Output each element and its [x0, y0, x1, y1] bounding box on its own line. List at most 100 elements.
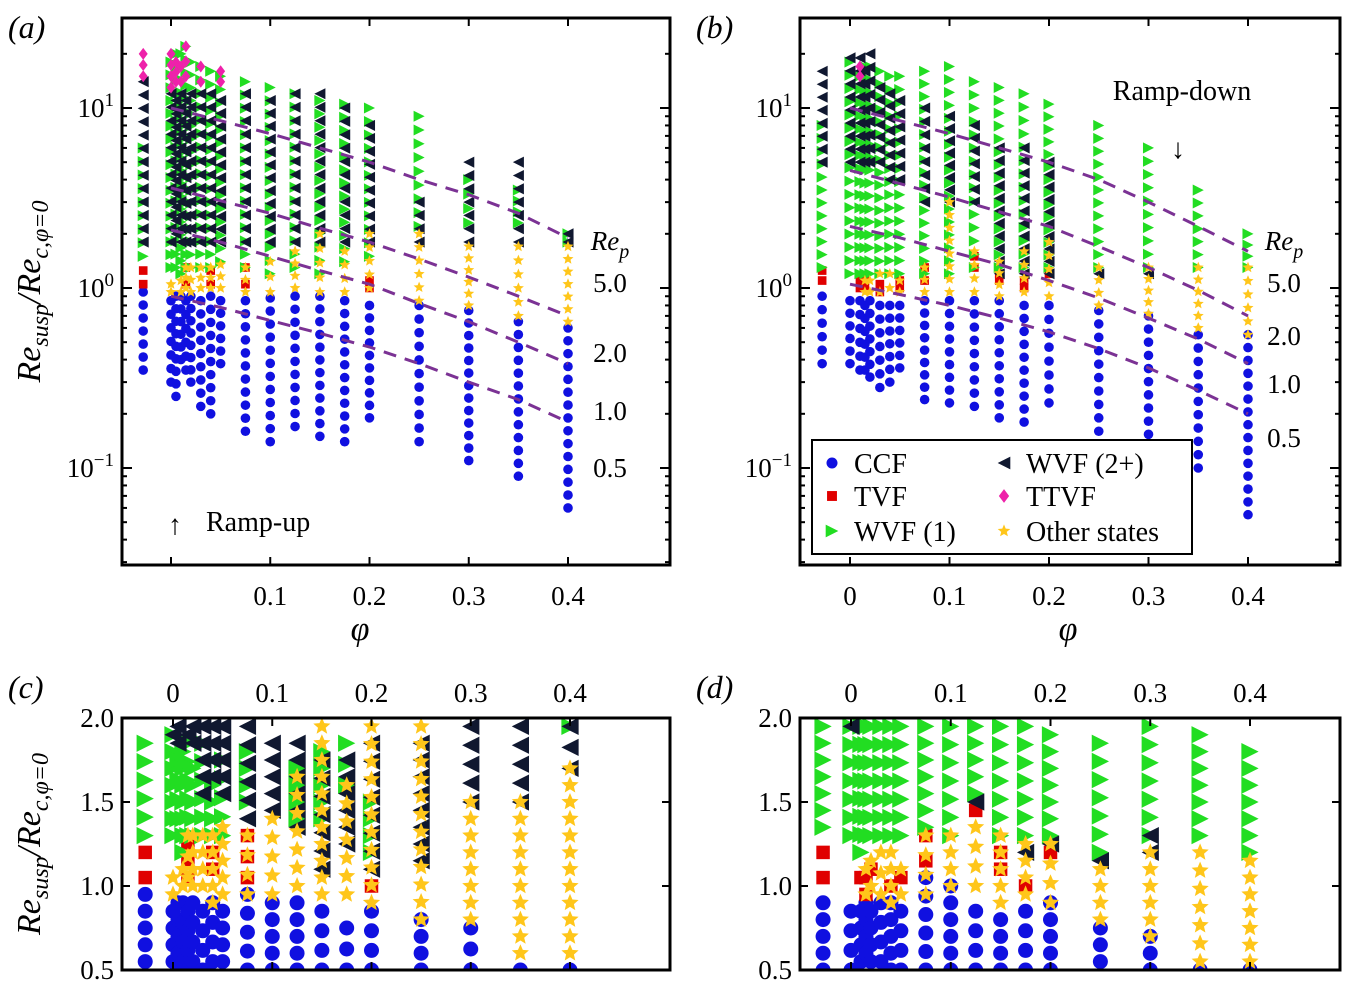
panel-b-series-other-states — [859, 196, 1254, 340]
data-point — [238, 810, 257, 828]
data-point — [872, 864, 890, 881]
data-point — [463, 941, 479, 957]
data-point — [894, 83, 906, 95]
data-point — [175, 268, 187, 280]
data-point — [513, 471, 524, 482]
data-point — [239, 248, 251, 260]
data-point — [338, 801, 356, 820]
data-point — [943, 99, 956, 111]
data-point — [214, 784, 232, 803]
data-point — [462, 809, 480, 827]
data-point — [942, 772, 960, 790]
data-point — [563, 490, 573, 500]
data-point — [288, 767, 306, 785]
data-point — [874, 255, 886, 267]
data-point — [204, 893, 222, 911]
data-point — [205, 343, 216, 354]
data-point — [363, 132, 376, 144]
data-point — [264, 271, 276, 282]
data-point — [175, 48, 187, 60]
data-point — [264, 241, 276, 253]
data-point — [165, 128, 177, 140]
ramp-up-text: Ramp-up — [206, 507, 310, 538]
data-point — [215, 258, 227, 270]
data-point — [1243, 407, 1253, 417]
data-point — [859, 143, 871, 155]
data-point — [194, 718, 212, 736]
data-point — [264, 228, 276, 240]
data-point — [1093, 372, 1104, 383]
data-point — [1019, 339, 1029, 350]
data-point — [864, 48, 876, 60]
data-point — [195, 169, 207, 181]
data-point — [865, 346, 875, 357]
y-tick-label: 1.5 — [758, 787, 792, 817]
data-point — [205, 196, 217, 208]
data-point — [844, 130, 856, 142]
data-point — [993, 133, 1005, 145]
data-point — [463, 196, 475, 208]
data-point — [313, 801, 331, 818]
data-point — [816, 78, 828, 90]
data-point — [844, 69, 856, 81]
data-point — [1092, 954, 1108, 970]
panel-b-x-axis-label: φ — [1059, 611, 1078, 648]
data-point — [413, 138, 425, 150]
data-point — [195, 88, 207, 100]
data-point — [1241, 810, 1259, 828]
data-point — [185, 169, 197, 181]
data-point — [265, 397, 276, 408]
data-point — [264, 215, 276, 227]
data-point — [1041, 726, 1060, 744]
data-point — [562, 303, 574, 314]
panel-d-x-ticks: 0 0.1 0.2 0.3 0.4 — [844, 678, 1267, 970]
data-point — [512, 240, 524, 252]
data-point — [413, 241, 425, 252]
data-point — [992, 860, 1010, 877]
data-point — [1141, 826, 1159, 845]
data-point — [884, 241, 896, 253]
data-point — [993, 154, 1005, 167]
data-point — [874, 217, 886, 229]
panel-a-series-ccf — [138, 287, 573, 513]
data-point — [844, 215, 856, 227]
data-point — [1044, 356, 1054, 366]
data-point — [511, 843, 529, 860]
data-point — [238, 773, 257, 791]
data-point — [1018, 101, 1030, 113]
data-point — [943, 895, 959, 911]
panel-c-series-ccf — [137, 886, 578, 970]
rep-label-0.5: 0.5 — [593, 453, 627, 483]
data-point — [315, 380, 325, 391]
data-point — [1192, 310, 1204, 321]
data-point — [944, 260, 955, 271]
data-point — [1092, 937, 1108, 953]
data-point — [264, 210, 276, 222]
data-point — [1243, 471, 1253, 481]
data-point — [943, 184, 956, 196]
legend-entry: TTVF — [1026, 482, 1096, 513]
data-point — [263, 809, 281, 827]
data-point — [1242, 275, 1254, 286]
data-point — [1041, 793, 1060, 811]
data-point — [1243, 394, 1253, 404]
data-point — [338, 776, 356, 793]
data-point — [314, 115, 326, 127]
data-point — [204, 810, 222, 828]
data-point — [265, 306, 276, 316]
data-point — [166, 81, 176, 94]
data-point — [164, 826, 182, 845]
data-point — [919, 204, 931, 216]
data-point — [817, 318, 827, 328]
data-point — [864, 143, 876, 155]
data-point — [185, 182, 197, 194]
data-point — [339, 124, 351, 136]
data-point — [413, 196, 425, 208]
data-point — [185, 934, 201, 950]
data-point — [171, 366, 181, 377]
data-point — [413, 209, 425, 221]
data-point — [363, 158, 376, 170]
data-point — [462, 843, 480, 860]
data-point — [339, 424, 350, 434]
data-point — [967, 734, 985, 752]
